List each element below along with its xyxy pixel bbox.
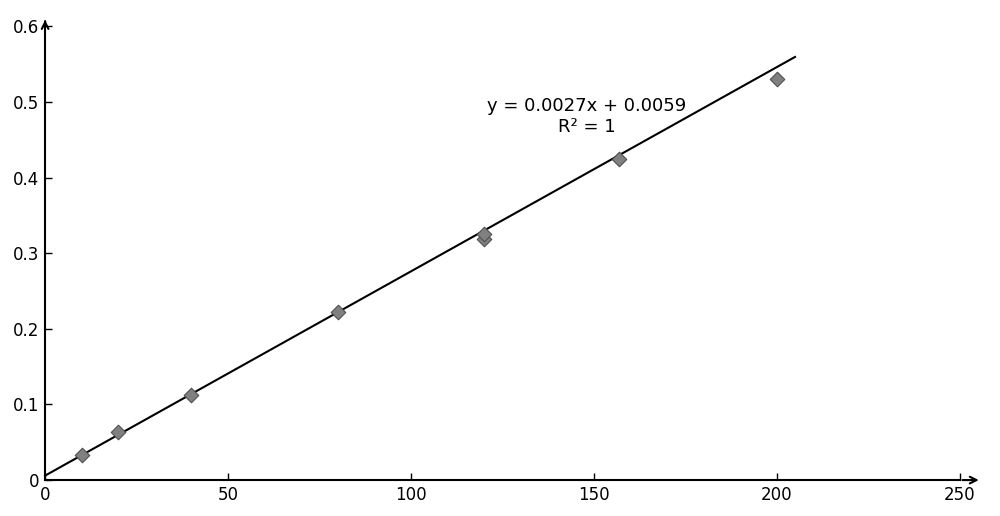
Point <box>74 451 90 459</box>
Point <box>183 391 199 399</box>
Point <box>611 154 627 163</box>
Point <box>110 428 126 437</box>
Point <box>476 235 492 243</box>
Point <box>330 308 346 316</box>
Text: y = 0.0027x + 0.0059
R² = 1: y = 0.0027x + 0.0059 R² = 1 <box>487 97 686 136</box>
Point <box>476 230 492 238</box>
Point <box>769 75 785 83</box>
